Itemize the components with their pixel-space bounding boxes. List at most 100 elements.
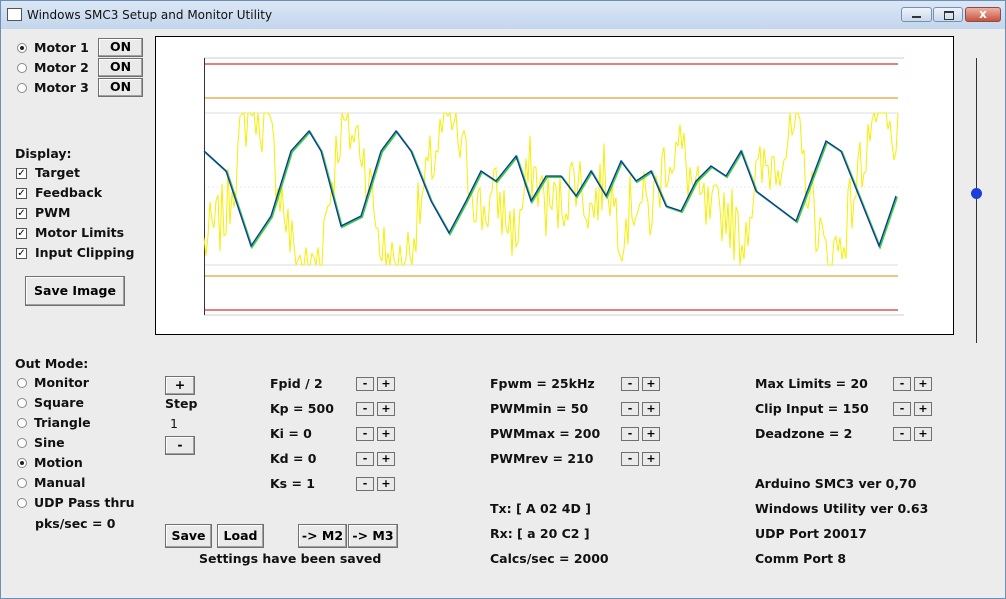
app-icon: [7, 8, 22, 21]
motor-on-button[interactable]: ON: [98, 38, 143, 57]
mode-label: Motion: [34, 455, 83, 470]
display-label: Input Clipping: [35, 245, 135, 260]
step-label: Step: [165, 396, 198, 411]
mode-radio[interactable]: [17, 478, 27, 488]
udp-port: UDP Port 20017: [755, 526, 867, 541]
param-label: Fpid / 2: [270, 376, 323, 391]
step-minus[interactable]: -: [165, 436, 195, 455]
motor-radio[interactable]: [17, 83, 27, 93]
param-plus[interactable]: +: [377, 452, 395, 466]
param-label: PWMmax = 200: [490, 426, 601, 441]
param-minus[interactable]: -: [621, 452, 639, 466]
step-value: 1: [170, 416, 178, 431]
display-checkbox[interactable]: ✓: [16, 188, 27, 199]
mode-radio[interactable]: [17, 498, 27, 508]
display-heading: Display:: [15, 146, 72, 161]
arduino-version: Arduino SMC3 ver 0,70: [755, 476, 917, 491]
param-plus[interactable]: +: [914, 427, 932, 441]
param-minus[interactable]: -: [356, 377, 374, 391]
param-label: Fpwm = 25kHz: [490, 376, 595, 391]
mode-radio[interactable]: [17, 418, 27, 428]
close-button[interactable]: x: [965, 7, 1001, 22]
copy-m2-button[interactable]: -> M2: [298, 524, 347, 548]
mode-label: Manual: [34, 475, 86, 490]
mode-radio[interactable]: [17, 378, 27, 388]
motor-label: Motor 1: [34, 40, 89, 55]
display-checkbox[interactable]: ✓: [16, 228, 27, 239]
slider-track: [976, 58, 977, 343]
param-plus[interactable]: +: [642, 402, 660, 416]
utility-version: Windows Utility ver 0.63: [755, 501, 929, 516]
maximize-button[interactable]: [933, 7, 963, 22]
mode-label: Sine: [34, 435, 65, 450]
slider-thumb[interactable]: [971, 188, 982, 199]
display-label: Motor Limits: [35, 225, 125, 240]
mode-label: UDP Pass thru: [34, 495, 135, 510]
load-button[interactable]: Load: [217, 524, 264, 548]
display-checkbox[interactable]: ✓: [16, 248, 27, 259]
param-plus[interactable]: +: [377, 427, 395, 441]
param-plus[interactable]: +: [642, 377, 660, 391]
motor-label: Motor 2: [34, 60, 89, 75]
copy-m3-button[interactable]: -> M3: [348, 524, 398, 548]
mode-label: Triangle: [34, 415, 91, 430]
title-bar: Windows SMC3 Setup and Monitor Utility x: [1, 1, 1005, 29]
step-plus[interactable]: +: [165, 376, 195, 395]
param-label: Kp = 500: [270, 401, 334, 416]
out-mode-heading: Out Mode:: [15, 356, 89, 371]
param-label: Deadzone = 2: [755, 426, 853, 441]
param-label: Max Limits = 20: [755, 376, 868, 391]
save-image-button[interactable]: Save Image: [25, 276, 125, 306]
save-button[interactable]: Save: [165, 524, 212, 548]
mode-radio[interactable]: [17, 398, 27, 408]
motor-radio[interactable]: [17, 63, 27, 73]
mode-radio[interactable]: [17, 438, 27, 448]
pks-label: pks/sec = 0: [35, 516, 116, 531]
param-minus[interactable]: -: [621, 377, 639, 391]
motor-radio[interactable]: [17, 43, 27, 53]
param-label: PWMmin = 50: [490, 401, 589, 416]
param-plus[interactable]: +: [914, 377, 932, 391]
comm-port: Comm Port 8: [755, 551, 847, 566]
param-label: PWMrev = 210: [490, 451, 594, 466]
param-plus[interactable]: +: [642, 452, 660, 466]
param-minus[interactable]: -: [893, 402, 911, 416]
rx-text: Rx: [ a 20 C2 ]: [490, 526, 590, 541]
param-plus[interactable]: +: [377, 377, 395, 391]
param-minus[interactable]: -: [621, 402, 639, 416]
display-label: Feedback: [35, 185, 103, 200]
param-minus[interactable]: -: [356, 427, 374, 441]
scope-plot: [155, 36, 954, 335]
display-label: PWM: [35, 205, 71, 220]
param-minus[interactable]: -: [356, 477, 374, 491]
display-checkbox[interactable]: ✓: [16, 168, 27, 179]
param-plus[interactable]: +: [377, 477, 395, 491]
param-minus[interactable]: -: [621, 427, 639, 441]
mode-radio[interactable]: [17, 458, 27, 468]
motor-on-button[interactable]: ON: [98, 78, 143, 97]
param-minus[interactable]: -: [893, 427, 911, 441]
param-plus[interactable]: +: [914, 402, 932, 416]
motor-on-button[interactable]: ON: [98, 58, 143, 77]
param-label: Kd = 0: [270, 451, 317, 466]
tx-text: Tx: [ A 02 4D ]: [490, 501, 591, 516]
motor-label: Motor 3: [34, 80, 89, 95]
display-label: Target: [35, 165, 80, 180]
param-minus[interactable]: -: [356, 402, 374, 416]
param-label: Ks = 1: [270, 476, 316, 491]
minimize-button[interactable]: [901, 7, 932, 22]
param-label: Clip Input = 150: [755, 401, 869, 416]
mode-label: Square: [34, 395, 84, 410]
param-plus[interactable]: +: [642, 427, 660, 441]
param-label: Ki = 0: [270, 426, 312, 441]
window-title: Windows SMC3 Setup and Monitor Utility: [27, 8, 273, 22]
param-minus[interactable]: -: [893, 377, 911, 391]
param-plus[interactable]: +: [377, 402, 395, 416]
status-text: Settings have been saved: [199, 551, 382, 566]
display-checkbox[interactable]: ✓: [16, 208, 27, 219]
mode-label: Monitor: [34, 375, 89, 390]
param-minus[interactable]: -: [356, 452, 374, 466]
calcs-text: Calcs/sec = 2000: [490, 551, 609, 566]
